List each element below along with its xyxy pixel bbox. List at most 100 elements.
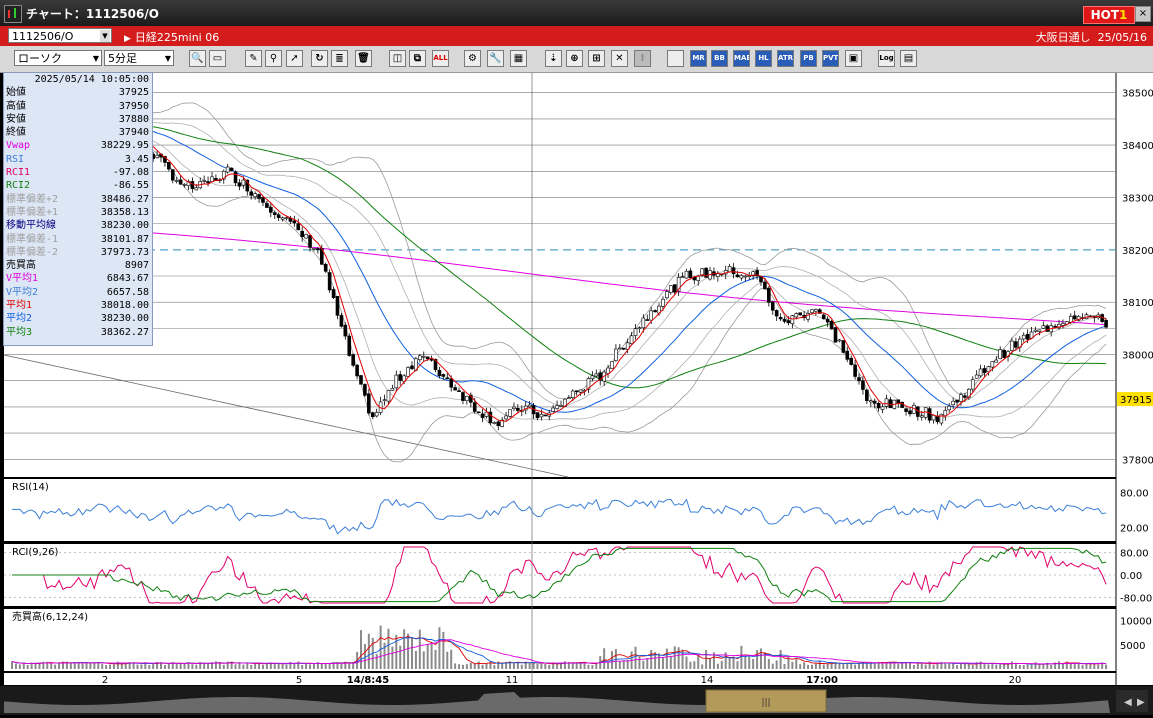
volume-bar [783,663,786,669]
window-close-icon[interactable]: × [1135,6,1151,22]
split-icon[interactable]: ◫ [389,50,406,67]
volume-bar [360,630,363,669]
cursor-icon[interactable]: ➚ [286,50,303,67]
candle-body [425,356,430,360]
chart-area[interactable]: RSI(14) 80.00 20.00 RCI(9,26) 80.00 0.00 -80.… [0,73,1153,715]
volume-bar [1034,662,1037,669]
time-tick-label: 5 [296,675,302,686]
candle-body [578,389,583,393]
volume-bar [1081,665,1084,669]
volume-bar [430,641,433,669]
merge-icon[interactable]: ⧉ [409,50,426,67]
candle-body [814,309,818,312]
info-row: V平均1 6843.67 [4,272,152,285]
pen-icon[interactable]: ✎ [245,50,262,67]
frame-icon[interactable]: ▣ [845,50,862,67]
volume-bar [120,663,123,669]
volume-bar [1010,661,1013,669]
volume-bar [73,663,76,669]
candle-body [841,340,846,353]
chart-type-select[interactable]: ローソク ▼ [14,50,102,66]
candle-body [190,181,195,189]
marker-icon[interactable]: ⇣ [545,50,562,67]
volume-bar [132,662,135,669]
hot-badge-number: 1 [1119,8,1128,22]
candle-body [512,406,516,409]
gear-icon[interactable]: ⚙ [464,50,481,67]
candlestick-chart[interactable]: RSI(14) 80.00 20.00 RCI(9,26) 80.00 0.00 -80.… [0,73,1153,715]
volume-bar [1007,663,1010,669]
hidden-icon[interactable]: ! [634,50,651,67]
info-label: 売買高 [6,260,36,272]
volume-bar [316,662,319,669]
candle-body [865,389,869,401]
bollinger-upper1-line [12,107,1107,407]
volume-bar [548,664,551,669]
volume-bar [905,661,908,669]
chevron-down-icon[interactable]: ▼ [100,30,110,42]
candle-body [280,217,285,220]
draw-icon[interactable]: ⚲ [265,50,282,67]
refresh-icon[interactable]: ↻ [311,50,328,67]
list-icon[interactable]: ≣ [331,50,348,67]
atr-icon[interactable]: ATR [777,50,794,67]
bb-icon[interactable]: BB [711,50,728,67]
candle-body [810,309,814,313]
volume-bar [89,663,92,669]
log-icon[interactable]: Log [878,50,895,67]
ma-icon[interactable] [667,50,684,67]
ma1-line [11,108,1107,422]
candle-body [410,365,414,370]
fit-icon[interactable]: ⊞ [588,50,605,67]
info-row: RSI 3.45 [4,153,152,166]
volume-bar [387,628,390,669]
candle-body [496,421,501,427]
palette-icon[interactable]: ▦ [510,50,527,67]
candle-body [488,411,493,424]
window-icon[interactable]: ▭ [209,50,226,67]
volume-bar [363,643,366,669]
volume-bar [305,663,308,669]
hl-icon[interactable]: HL [755,50,772,67]
pb-icon[interactable]: PB [800,50,817,67]
volume-bar [1105,664,1108,669]
candle-body [559,405,563,407]
volume-panel-bg [4,609,1116,671]
candle-body [343,324,348,337]
save-icon[interactable]: ▤ [900,50,917,67]
candle-body [974,374,979,379]
volume-bar [473,663,476,669]
all-icon[interactable]: ALL [432,50,449,67]
info-label: 平均3 [6,326,33,338]
candle-body [504,415,508,420]
candle-body [570,390,575,398]
wrench-icon[interactable]: 🔧 [487,50,504,67]
volume-bar [254,663,257,669]
candle-body [990,361,995,368]
hot-badge[interactable]: HOT1 [1083,6,1135,24]
candle-body [790,315,795,325]
symbol-code-input[interactable]: 1112506/O ▼ [8,28,112,43]
volume-bar [622,660,625,669]
candle-body [763,281,767,290]
volume-bar [838,663,841,669]
candle-body [896,399,901,404]
volume-panel-label: 売買高(6,12,24) [12,610,88,623]
volume-bar [458,664,461,669]
candle-body [394,374,399,389]
mae-icon[interactable]: MAE [733,50,750,67]
volume-bar [736,661,739,669]
pvt-icon[interactable]: PVT [822,50,839,67]
volume-bar [399,645,402,669]
volume-bar [775,660,778,669]
volume-bar [724,652,727,669]
trash-icon[interactable]: 🗑 [355,50,372,67]
volume-bar [948,663,951,669]
clear-icon[interactable]: ✕ [611,50,628,67]
mr-icon[interactable]: MR [690,50,707,67]
volume-bar [277,663,280,669]
zoom-icon[interactable]: ⊕ [566,50,583,67]
candle-body [680,276,685,278]
interval-select[interactable]: 5分足 ▼ [104,50,174,66]
search-icon[interactable]: 🔍 [189,50,206,67]
